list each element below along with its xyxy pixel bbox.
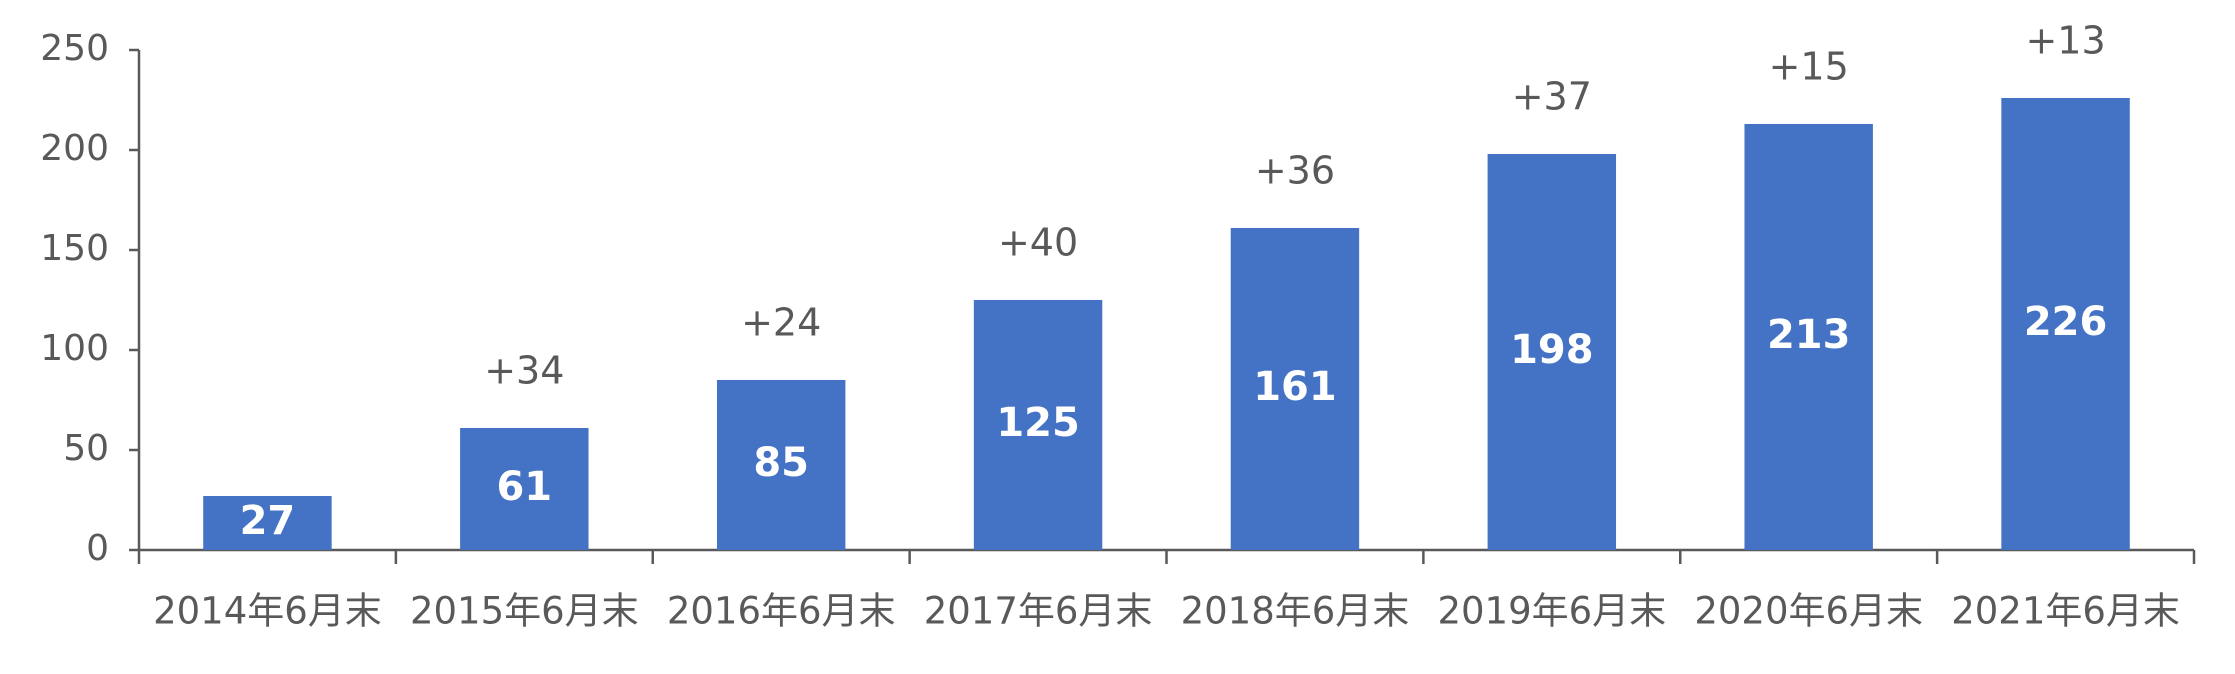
y-tick-label: 50 [63, 428, 109, 469]
bar [460, 428, 589, 550]
bar [1744, 124, 1873, 550]
y-tick-label: 200 [40, 128, 109, 169]
x-tick-label: 2018年6月末 [1181, 590, 1410, 633]
x-tick-label: 2017年6月末 [924, 590, 1153, 633]
bar [716, 380, 846, 550]
value-label: 161 [1253, 364, 1337, 410]
value-label: 213 [1767, 312, 1851, 358]
bar [973, 300, 1103, 550]
change-annotation: +34 [484, 349, 564, 393]
bar [203, 496, 332, 550]
x-tick-label: 2014年6月末 [153, 590, 382, 633]
change-annotation: +36 [1255, 149, 1335, 193]
value-label: 27 [240, 498, 296, 544]
bar [1230, 228, 1360, 550]
value-label: 226 [2024, 299, 2108, 345]
change-annotation: +37 [1512, 75, 1592, 119]
y-tick-label: 0 [86, 528, 109, 569]
x-tick-label: 2016年6月末 [667, 590, 896, 633]
value-label: 198 [1510, 327, 1594, 373]
change-annotation: +40 [998, 221, 1078, 265]
bar [2001, 98, 2130, 550]
y-tick-label: 150 [40, 228, 109, 269]
y-tick-label: 100 [40, 328, 109, 369]
change-annotation: +24 [741, 301, 821, 345]
x-tick-label: 2020年6月末 [1694, 590, 1923, 633]
x-tick-label: 2015年6月末 [410, 590, 639, 633]
y-tick-label: 250 [40, 28, 109, 69]
bar [1487, 154, 1617, 550]
value-label: 85 [753, 440, 809, 486]
change-annotation: +15 [1769, 45, 1849, 89]
x-tick-label: 2021年6月末 [1951, 590, 2180, 633]
x-tick-label: 2019年6月末 [1437, 590, 1666, 633]
change-annotation: +13 [2025, 19, 2105, 63]
value-label: 125 [996, 400, 1080, 446]
value-label: 61 [496, 464, 552, 510]
